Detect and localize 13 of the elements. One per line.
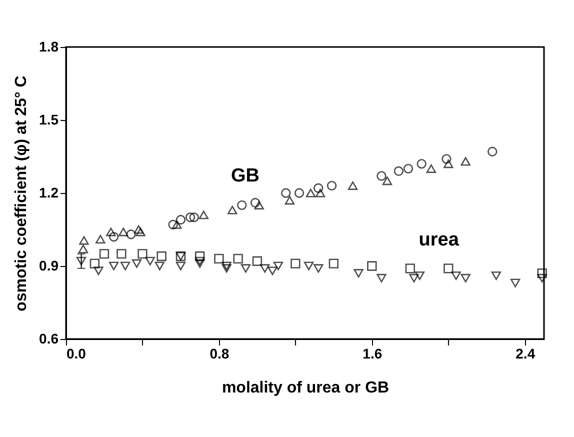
x-tick-label: 0.0 bbox=[66, 346, 86, 362]
x-tick-label: 0.8 bbox=[210, 346, 230, 362]
y-tick-label: 0.6 bbox=[39, 330, 59, 346]
y-axis-title: osmotic coefficient (φ) at 25° C bbox=[13, 75, 30, 312]
x-axis-title: molality of urea or GB bbox=[222, 380, 390, 396]
annotation: urea bbox=[418, 230, 460, 251]
y-tick-label: 0.9 bbox=[39, 258, 59, 274]
x-tick-label: 2.4 bbox=[516, 346, 536, 362]
y-tick-label: 1.8 bbox=[39, 38, 59, 54]
x-tick-label: 1.6 bbox=[362, 346, 382, 362]
y-tick-label: 1.5 bbox=[39, 112, 59, 128]
y-tick-label: 1.2 bbox=[39, 184, 59, 200]
annotation: GB bbox=[231, 165, 260, 186]
